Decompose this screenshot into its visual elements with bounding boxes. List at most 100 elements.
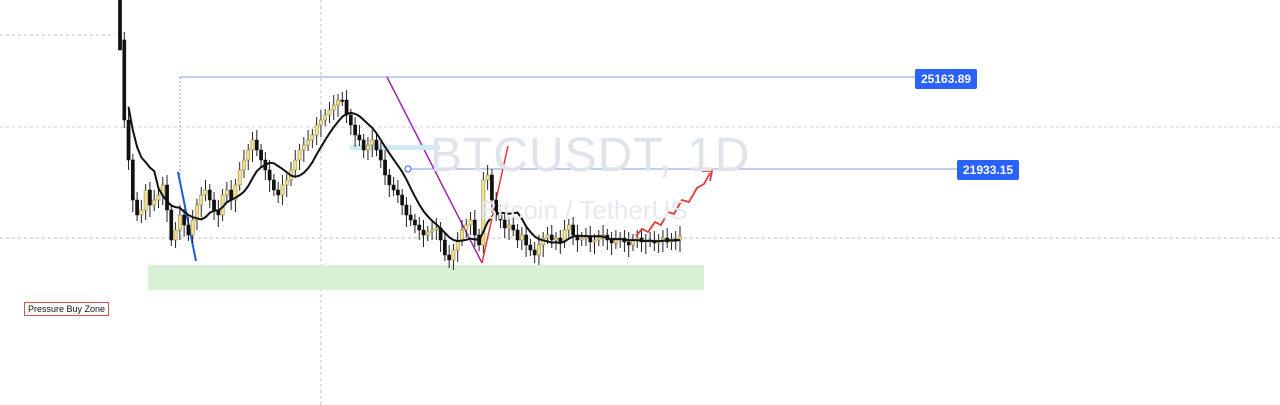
candle-body xyxy=(490,174,494,201)
projection-arrowhead xyxy=(702,170,714,182)
candle-body xyxy=(165,184,169,211)
candle-body xyxy=(126,119,131,161)
candle-body xyxy=(207,189,212,201)
candle-body xyxy=(460,229,464,241)
trend-line-blue[interactable] xyxy=(177,171,197,262)
projection-arrow[interactable] xyxy=(635,172,711,237)
candle-body xyxy=(135,199,139,216)
candle-body xyxy=(507,224,511,229)
candle-body xyxy=(614,239,618,244)
candle-body xyxy=(148,189,152,206)
candle-body xyxy=(366,144,370,151)
candle-body xyxy=(143,189,148,211)
candle-body xyxy=(455,239,460,251)
candle-body xyxy=(571,224,575,236)
candle-body xyxy=(327,109,332,116)
candle-body xyxy=(212,199,216,211)
candle-body xyxy=(203,189,208,196)
candle-body xyxy=(130,159,135,201)
candle-body xyxy=(280,184,285,196)
candle-body xyxy=(396,189,400,196)
candle-body xyxy=(306,139,310,146)
candle-body xyxy=(481,179,486,246)
candle-body xyxy=(609,239,614,244)
candle-body xyxy=(340,99,345,102)
candle-body xyxy=(545,234,550,239)
candle-body xyxy=(387,174,392,186)
candle-body xyxy=(310,134,315,141)
candle-body xyxy=(242,159,246,171)
candle-body xyxy=(225,189,229,196)
candle-body xyxy=(254,139,259,151)
candle-body xyxy=(434,227,439,231)
candle-body xyxy=(383,159,387,176)
highlight-bar xyxy=(350,145,440,150)
candle-body xyxy=(579,237,584,241)
candle-body xyxy=(246,149,251,161)
candle-body xyxy=(447,254,452,261)
candle-body xyxy=(626,241,631,246)
candle-body xyxy=(549,234,554,241)
candle-body xyxy=(519,234,524,241)
candle-body xyxy=(498,214,503,221)
candle-body xyxy=(374,139,379,151)
candle-body xyxy=(301,144,306,151)
candle-body xyxy=(443,239,447,256)
candle-body xyxy=(404,204,409,216)
candle-body xyxy=(472,219,477,236)
candle-body xyxy=(425,231,430,236)
moving-average-line[interactable] xyxy=(127,106,681,245)
candle-body xyxy=(515,229,520,241)
pressure-buy-zone[interactable] xyxy=(148,265,704,290)
price-tag-upper[interactable]: 25163.89 xyxy=(915,69,978,89)
candle-body xyxy=(276,189,281,196)
price-tag-lower[interactable]: 21933.15 xyxy=(957,160,1020,180)
candle-body xyxy=(468,219,473,226)
candle-body xyxy=(293,159,298,171)
candle-body xyxy=(596,237,601,241)
candle-body xyxy=(118,0,122,51)
candle-body xyxy=(370,139,375,146)
candle-body xyxy=(152,199,157,206)
candle-body xyxy=(413,219,417,226)
candle-body xyxy=(567,224,571,231)
level-handle-lower[interactable] xyxy=(404,165,412,173)
candle-body xyxy=(182,214,186,226)
candle-body xyxy=(186,224,191,236)
candle-body xyxy=(250,139,255,151)
candle-body xyxy=(554,237,558,241)
candle-body xyxy=(169,209,174,241)
candle-body xyxy=(297,149,302,161)
candle-body xyxy=(190,219,195,236)
candle-body xyxy=(592,239,597,243)
candle-body xyxy=(267,169,272,181)
candle-body xyxy=(417,224,422,231)
watermark-symbol: BTCUSDT, 1D xyxy=(430,129,751,182)
candle-body xyxy=(284,179,289,186)
candle-body xyxy=(378,149,383,161)
candle-body xyxy=(511,224,516,231)
candle-body xyxy=(233,184,238,201)
candle-body xyxy=(259,149,263,161)
candle-body xyxy=(173,229,178,241)
candle-body xyxy=(156,194,161,201)
candle-body xyxy=(331,104,336,111)
candle-body xyxy=(122,39,127,121)
candle-body xyxy=(336,99,340,106)
candle-body xyxy=(391,184,396,191)
candle-body xyxy=(323,114,328,121)
candle-body xyxy=(502,219,507,229)
candle-body xyxy=(430,229,434,233)
candle-body xyxy=(532,249,537,256)
candle-body xyxy=(177,214,182,231)
candle-body xyxy=(237,169,242,186)
candle-body xyxy=(524,234,528,246)
candle-body xyxy=(195,204,199,221)
candle-body xyxy=(558,237,563,243)
candle-body xyxy=(199,194,204,206)
candle-body xyxy=(537,244,541,256)
candle-body xyxy=(139,209,144,216)
candle-body xyxy=(408,214,413,221)
candle-body xyxy=(357,134,362,141)
